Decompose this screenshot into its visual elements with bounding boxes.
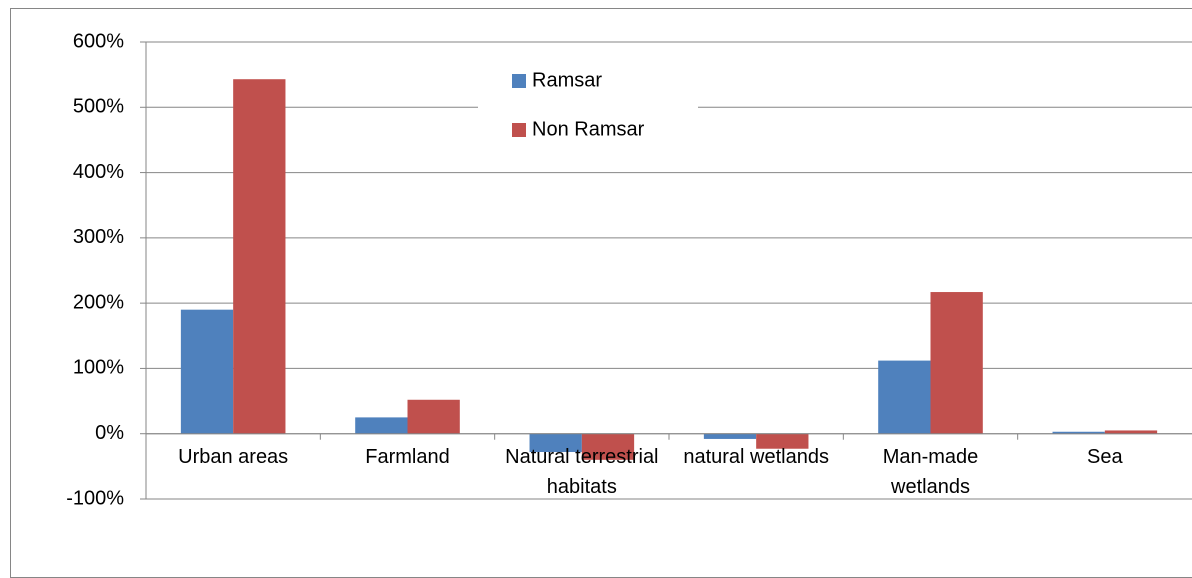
- x-tick-label-box: Farmland: [365, 445, 450, 468]
- y-tick-label: -100%: [66, 487, 124, 509]
- y-tick-label: 600%: [73, 30, 124, 52]
- x-tick-label: Farmland: [365, 445, 450, 468]
- bar: [233, 79, 286, 434]
- legend-label: Ramsar: [532, 69, 602, 91]
- legend-swatch: [512, 123, 526, 137]
- x-tick-label-box: Natural terrestrial habitats: [505, 445, 659, 498]
- bar: [1104, 430, 1158, 434]
- x-tick-label-box: Urban areas: [178, 445, 289, 468]
- bar: [529, 433, 582, 452]
- y-tick-label: 100%: [73, 357, 124, 379]
- x-tick-label-box: natural wetlands: [683, 445, 829, 468]
- y-tick-label: 200%: [73, 291, 124, 313]
- y-tick-label: 500%: [73, 96, 124, 118]
- x-tick-label: Natural terrestrial habitats: [505, 445, 659, 498]
- y-tick-label: 0%: [95, 422, 124, 444]
- bar: [180, 309, 234, 434]
- bar: [930, 292, 983, 434]
- x-tick-label: Urban areas: [178, 445, 289, 468]
- x-tick-label: natural wetlands: [683, 445, 829, 468]
- x-tick-label-box: Sea: [1087, 445, 1123, 468]
- bar: [581, 433, 635, 460]
- bar: [355, 417, 408, 434]
- y-tick-label: 300%: [73, 226, 124, 248]
- bar: [878, 360, 931, 434]
- x-tick-label: Man-made wetlands: [882, 445, 979, 498]
- bar: [756, 433, 809, 449]
- bar: [407, 399, 460, 434]
- x-tick-label: Sea: [1087, 445, 1123, 468]
- y-tick-label: 400%: [73, 161, 124, 183]
- bar: [1052, 431, 1105, 434]
- legend-swatch: [512, 74, 526, 88]
- legend-label: Non Ramsar: [532, 118, 645, 140]
- bar: [703, 433, 757, 439]
- x-tick-label-box: Man-made wetlands: [882, 445, 979, 498]
